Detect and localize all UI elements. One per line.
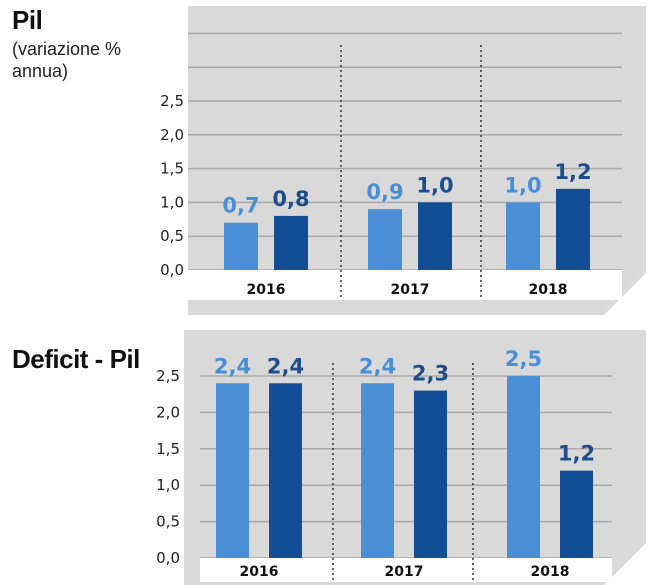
pil-chart-title: Pil — [12, 5, 43, 35]
deficit-bar-2018-series-2 — [560, 470, 593, 558]
pil-bar-2017-series-2 — [418, 202, 452, 270]
pil-bar-2016-series-2 — [274, 215, 308, 270]
deficit-data-label: 2,4 — [214, 354, 251, 378]
pil-data-label: 0,8 — [272, 187, 309, 211]
deficit-data-label: 2,4 — [359, 354, 396, 378]
deficit-chart: 0,0 0,5 1,0 1,5 2,0 2,5 2,4 2,4 2016 2,4 2,3 2017 2,… — [156, 330, 646, 585]
pil-data-label: 0,7 — [222, 194, 259, 218]
pil-data-label: 1,2 — [554, 160, 591, 184]
pil-chart-subtitle: (variazione % annua) — [12, 39, 122, 81]
deficit-x-category-label: 2018 — [531, 564, 570, 580]
pil-chart-panel: 0,0 0,5 1,0 1,5 2,0 2,5 0,7 0,8 2016 0,9 1,0 2017 1,… — [12, 5, 646, 315]
deficit-data-label: 2,3 — [412, 362, 449, 386]
deficit-chart-title: Deficit - Pil — [12, 344, 140, 374]
deficit-bar-2018-series-1 — [507, 376, 540, 558]
deficit-y-tick-label: 2,0 — [156, 403, 180, 421]
pil-category-strip — [188, 270, 622, 300]
pil-y-tick-label: 0,5 — [160, 227, 184, 245]
pil-y-tick-label: 0,0 — [160, 261, 184, 279]
deficit-bar-2017-series-2 — [414, 390, 447, 558]
deficit-y-tick-label: 0,0 — [156, 549, 180, 567]
deficit-y-tick-label: 1,0 — [156, 476, 180, 494]
pil-y-tick-label: 2,0 — [160, 126, 184, 144]
pil-data-label: 1,0 — [504, 173, 541, 197]
deficit-x-category-label: 2016 — [240, 564, 279, 580]
deficit-bar-2017-series-1 — [361, 383, 394, 558]
deficit-data-label: 2,4 — [267, 354, 304, 378]
pil-x-category-label: 2017 — [391, 282, 430, 298]
pil-y-tick-label: 1,5 — [160, 160, 184, 178]
pil-bar-2018-series-1 — [506, 202, 540, 270]
pil-chart: 0,0 0,5 1,0 1,5 2,0 2,5 0,7 0,8 2016 0,9 1,0 2017 1,… — [160, 6, 646, 315]
pil-y-tick-label: 1,0 — [160, 193, 184, 211]
pil-x-category-label: 2016 — [247, 282, 286, 298]
deficit-bar-2016-series-2 — [269, 383, 302, 558]
pil-bar-2018-series-2 — [556, 188, 590, 270]
pil-bar-2016-series-1 — [224, 222, 258, 270]
deficit-data-label: 1,2 — [558, 442, 595, 466]
deficit-y-tick-label: 0,5 — [156, 513, 180, 531]
pil-data-label: 0,9 — [366, 180, 403, 204]
pil-bar-2017-series-1 — [368, 209, 402, 270]
deficit-category-strip — [200, 558, 612, 582]
deficit-x-category-label: 2017 — [385, 564, 424, 580]
deficit-data-label: 2,5 — [505, 347, 542, 371]
deficit-y-tick-label: 2,5 — [156, 367, 180, 385]
deficit-chart-panel: 0,0 0,5 1,0 1,5 2,0 2,5 2,4 2,4 2016 2,4 2,3 2017 2,… — [0, 325, 654, 585]
deficit-y-tick-label: 1,5 — [156, 440, 180, 458]
pil-data-label: 1,0 — [416, 173, 453, 197]
pil-y-tick-label: 2,5 — [160, 92, 184, 110]
pil-x-category-label: 2018 — [529, 282, 568, 298]
deficit-bar-2016-series-1 — [216, 383, 249, 558]
